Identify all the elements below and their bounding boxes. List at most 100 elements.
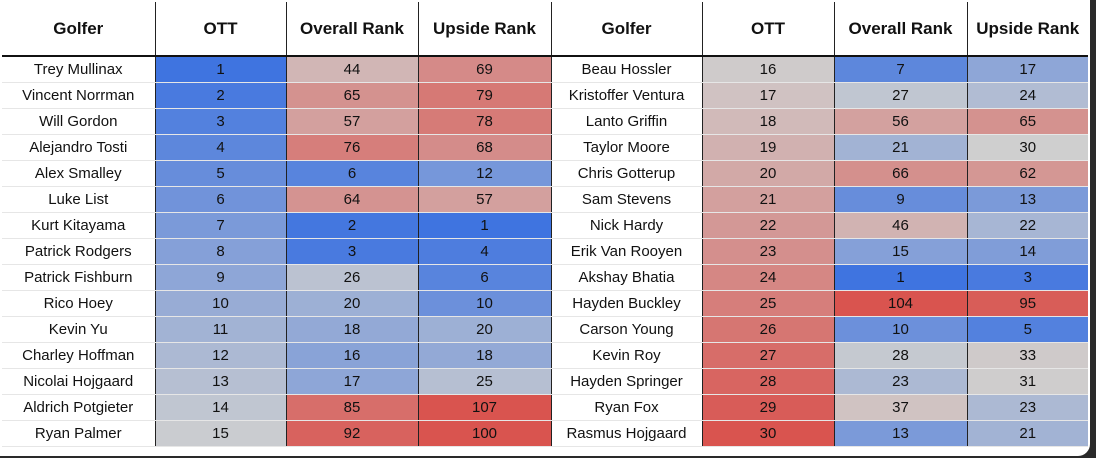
golfer-cell-right: Ryan Fox <box>551 394 703 421</box>
golfer-cell-right: Erik Van Rooyen <box>551 238 703 265</box>
overall-rank-cell-right: 13 <box>834 420 968 447</box>
golfer-cell-left: Trey Mullinax <box>2 56 156 83</box>
overall-rank-cell-right: 7 <box>834 56 968 83</box>
golfer-cell-left: Ryan Palmer <box>2 420 156 447</box>
table-row: Ryan Palmer 15 92 100 Rasmus Hojgaard 30 13 21 <box>2 420 1088 447</box>
golfer-cell-right: Lanto Griffin <box>551 108 703 135</box>
table-row: Vincent Norrman 2 65 79 Kristoffer Ventura 17… <box>2 82 1088 109</box>
golfer-cell-right: Chris Gotterup <box>551 160 703 187</box>
golfer-cell-right: Sam Stevens <box>551 186 703 213</box>
golfer-cell-left: Kevin Yu <box>2 316 156 343</box>
ott-cell-right: 16 <box>702 56 835 83</box>
table-row: Luke List 6 64 57 Sam Stevens 21 9 13 <box>2 186 1088 213</box>
ott-cell-right: 23 <box>702 238 835 265</box>
overall-rank-cell-left: 57 <box>286 108 419 135</box>
table-row: Nicolai Hojgaard 13 17 25 Hayden Springer 28 2… <box>2 368 1088 395</box>
overall-rank-cell-right: 15 <box>834 238 968 265</box>
ott-cell-left: 10 <box>155 290 287 317</box>
overall-rank-cell-left: 44 <box>286 56 419 83</box>
upside-rank-cell-right: 30 <box>967 134 1088 161</box>
upside-rank-cell-right: 14 <box>967 238 1088 265</box>
header-ott-left: OTT <box>155 2 287 57</box>
overall-rank-cell-left: 18 <box>286 316 419 343</box>
overall-rank-cell-right: 23 <box>834 368 968 395</box>
golfer-cell-left: Patrick Rodgers <box>2 238 156 265</box>
ott-cell-left: 7 <box>155 212 287 239</box>
ott-cell-left: 2 <box>155 82 287 109</box>
upside-rank-cell-right: 22 <box>967 212 1088 239</box>
overall-rank-cell-left: 16 <box>286 342 419 369</box>
upside-rank-cell-left: 4 <box>418 238 552 265</box>
table-row: Trey Mullinax 1 44 69 Beau Hossler 16 7 17 <box>2 56 1088 83</box>
overall-rank-cell-left: 65 <box>286 82 419 109</box>
golfer-cell-right: Nick Hardy <box>551 212 703 239</box>
upside-rank-cell-right: 62 <box>967 160 1088 187</box>
upside-rank-cell-left: 6 <box>418 264 552 291</box>
upside-rank-cell-right: 33 <box>967 342 1088 369</box>
header-row: Golfer OTT Overall Rank Upside Rank Golf… <box>2 2 1088 57</box>
table-row: Will Gordon 3 57 78 Lanto Griffin 18 56 65 <box>2 108 1088 135</box>
overall-rank-cell-left: 17 <box>286 368 419 395</box>
table-row: Alejandro Tosti 4 76 68 Taylor Moore 19 21 30 <box>2 134 1088 161</box>
ott-cell-left: 6 <box>155 186 287 213</box>
overall-rank-cell-left: 26 <box>286 264 419 291</box>
table-row: Patrick Rodgers 8 3 4 Erik Van Rooyen 23 15 14 <box>2 238 1088 265</box>
overall-rank-cell-right: 46 <box>834 212 968 239</box>
header-golfer-right: Golfer <box>551 2 703 57</box>
header-ott-right: OTT <box>702 2 835 57</box>
ott-cell-right: 30 <box>702 420 835 447</box>
ott-cell-right: 24 <box>702 264 835 291</box>
table-row: Patrick Fishburn 9 26 6 Akshay Bhatia 24 1 3 <box>2 264 1088 291</box>
upside-rank-cell-right: 23 <box>967 394 1088 421</box>
overall-rank-cell-left: 85 <box>286 394 419 421</box>
header-upside-rank-left: Upside Rank <box>418 2 552 57</box>
ott-cell-left: 9 <box>155 264 287 291</box>
upside-rank-cell-right: 24 <box>967 82 1088 109</box>
overall-rank-cell-left: 6 <box>286 160 419 187</box>
upside-rank-cell-left: 69 <box>418 56 552 83</box>
golfer-cell-left: Kurt Kitayama <box>2 212 156 239</box>
golfer-cell-right: Kristoffer Ventura <box>551 82 703 109</box>
upside-rank-cell-right: 17 <box>967 56 1088 83</box>
upside-rank-cell-right: 95 <box>967 290 1088 317</box>
golfer-cell-left: Alex Smalley <box>2 160 156 187</box>
golfer-cell-left: Alejandro Tosti <box>2 134 156 161</box>
golfer-cell-right: Akshay Bhatia <box>551 264 703 291</box>
ott-cell-left: 14 <box>155 394 287 421</box>
overall-rank-cell-right: 21 <box>834 134 968 161</box>
overall-rank-cell-left: 92 <box>286 420 419 447</box>
golfer-cell-left: Charley Hoffman <box>2 342 156 369</box>
upside-rank-cell-right: 5 <box>967 316 1088 343</box>
ott-cell-right: 27 <box>702 342 835 369</box>
golfer-cell-right: Hayden Buckley <box>551 290 703 317</box>
ott-cell-right: 19 <box>702 134 835 161</box>
ott-cell-right: 29 <box>702 394 835 421</box>
header-upside-rank-right: Upside Rank <box>967 2 1088 57</box>
ott-cell-right: 25 <box>702 290 835 317</box>
ott-cell-left: 11 <box>155 316 287 343</box>
upside-rank-cell-left: 1 <box>418 212 552 239</box>
upside-rank-cell-left: 68 <box>418 134 552 161</box>
overall-rank-cell-right: 27 <box>834 82 968 109</box>
ott-cell-left: 3 <box>155 108 287 135</box>
table-row: Kevin Yu 11 18 20 Carson Young 26 10 5 <box>2 316 1088 343</box>
golfer-cell-left: Aldrich Potgieter <box>2 394 156 421</box>
upside-rank-cell-left: 18 <box>418 342 552 369</box>
upside-rank-cell-left: 20 <box>418 316 552 343</box>
golfer-cell-left: Will Gordon <box>2 108 156 135</box>
upside-rank-cell-right: 3 <box>967 264 1088 291</box>
ott-cell-right: 28 <box>702 368 835 395</box>
ott-cell-right: 26 <box>702 316 835 343</box>
table-row: Kurt Kitayama 7 2 1 Nick Hardy 22 46 22 <box>2 212 1088 239</box>
golfer-cell-right: Kevin Roy <box>551 342 703 369</box>
golfer-cell-left: Nicolai Hojgaard <box>2 368 156 395</box>
header-overall-rank-left: Overall Rank <box>286 2 419 57</box>
ott-cell-left: 5 <box>155 160 287 187</box>
upside-rank-cell-left: 107 <box>418 394 552 421</box>
ott-cell-left: 15 <box>155 420 287 447</box>
upside-rank-cell-left: 12 <box>418 160 552 187</box>
upside-rank-cell-left: 25 <box>418 368 552 395</box>
golfer-cell-left: Vincent Norrman <box>2 82 156 109</box>
golfer-cell-right: Hayden Springer <box>551 368 703 395</box>
